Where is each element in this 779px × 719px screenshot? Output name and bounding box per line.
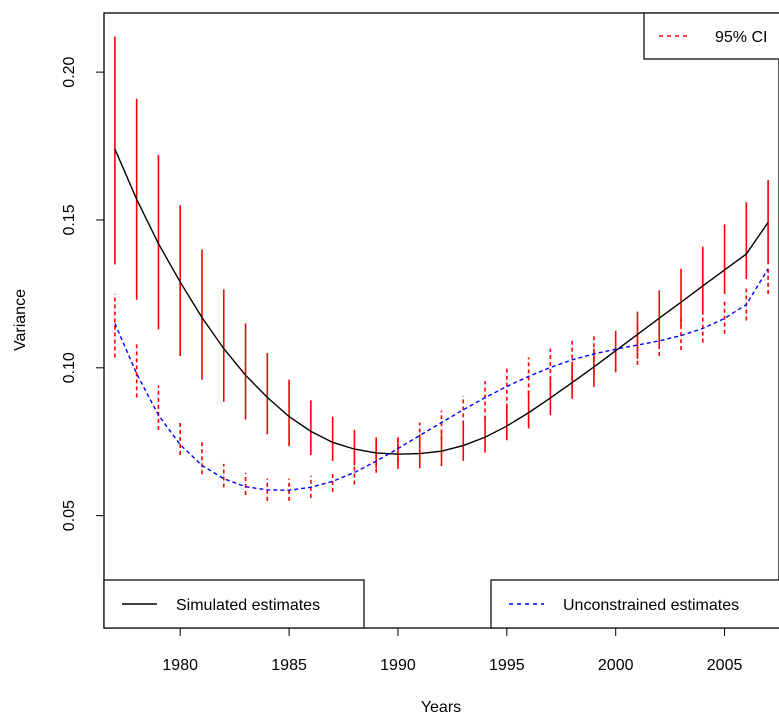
legend-ci-label: 95% CI xyxy=(715,29,767,46)
confidence-intervals xyxy=(114,36,769,501)
legend-unconstrained: Unconstrained estimates xyxy=(490,579,779,629)
legend-simulated: Simulated estimates xyxy=(103,579,365,629)
y-tick-label: 0.20 xyxy=(61,56,78,87)
x-tick-label: 1990 xyxy=(380,657,416,674)
legend-ci-box xyxy=(643,12,779,60)
x-tick-label: 1995 xyxy=(489,657,525,674)
unconstrained-estimates-line xyxy=(114,268,769,491)
x-axis: 1980 1985 1990 1995 2000 2005 xyxy=(162,627,743,674)
x-tick-label: 2005 xyxy=(707,657,743,674)
x-tick-label: 1985 xyxy=(271,657,307,674)
legend-simulated-label: Simulated estimates xyxy=(176,597,320,614)
y-axis: 0.05 0.10 0.15 0.20 xyxy=(61,56,105,531)
legend-unconstrained-box xyxy=(490,579,779,629)
x-axis-label: Years xyxy=(421,699,461,716)
simulated-estimates-line xyxy=(114,148,769,455)
legend-unconstrained-label: Unconstrained estimates xyxy=(563,597,739,614)
x-tick-label: 2000 xyxy=(598,657,634,674)
y-tick-label: 0.05 xyxy=(61,500,78,531)
y-axis-label: Variance xyxy=(12,289,29,351)
y-tick-label: 0.15 xyxy=(61,204,78,235)
legend-ci: 95% CI xyxy=(643,12,779,60)
x-tick-label: 1980 xyxy=(162,657,198,674)
series-lines xyxy=(114,148,769,491)
y-tick-label: 0.10 xyxy=(61,352,78,383)
plot-frame xyxy=(103,12,779,629)
